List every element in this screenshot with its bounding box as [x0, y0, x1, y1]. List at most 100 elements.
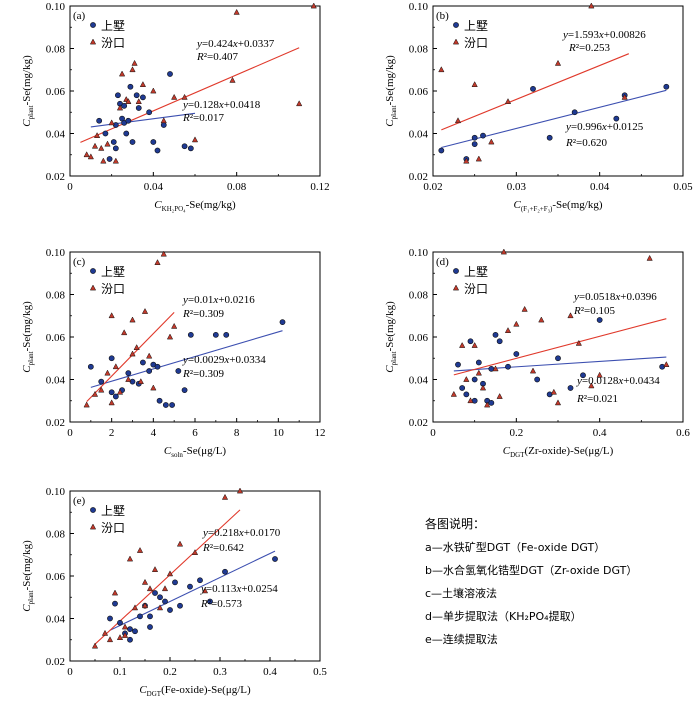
data-point-series2: [111, 589, 119, 596]
y-tick-label: 0.10: [409, 1, 429, 13]
data-point-series1: [112, 145, 119, 152]
fit-equation-series2: y=0.0518x+0.0396: [573, 291, 657, 303]
data-point-series2: [141, 602, 149, 609]
panel-label: (d): [436, 256, 449, 268]
fit-line-series1: [441, 89, 667, 149]
data-point-series2: [450, 390, 457, 397]
data-point-series1: [107, 615, 113, 622]
legend-label: 上墅: [101, 504, 125, 518]
data-point-series1: [162, 598, 168, 605]
legend-label: 上墅: [101, 265, 125, 279]
y-tick-label: 0.08: [409, 290, 429, 302]
fit-r2-series2: R²=0.407: [196, 51, 238, 63]
data-point-series1: [567, 385, 574, 391]
x-axis-label: C(F₁+F₂+F₃)-Se(mg/kg): [513, 199, 602, 213]
data-point-series2: [471, 341, 478, 348]
fit-line-series2: [441, 53, 630, 131]
data-point-series2: [116, 104, 124, 111]
data-point-series2: [160, 250, 167, 257]
fit-r2-series1: R²=0.017: [182, 112, 224, 124]
data-point-series2: [131, 59, 138, 66]
data-point-series1: [127, 626, 133, 633]
y-tick-label: 0.10: [409, 247, 429, 259]
data-point-series1: [146, 368, 153, 374]
data-point-series1: [438, 147, 445, 154]
y-tick-label: 0.04: [46, 375, 66, 387]
data-point-series1: [505, 363, 511, 370]
data-point-series1: [98, 378, 105, 385]
data-point-series1: [108, 355, 115, 362]
note-line-a: a—水铁矿型DGT（Fe-oxide DGT）: [425, 541, 606, 554]
figure-notes: 各图说明： a—水铁矿型DGT（Fe-oxide DGT） b—水合氢氧化锆型D…: [425, 513, 637, 651]
data-point-series2: [475, 155, 482, 162]
fit-r2-series1: R²=0.021: [576, 393, 618, 405]
legend-label: 汾口: [464, 36, 488, 50]
data-point-series2: [126, 555, 134, 562]
x-tick-label: 0.6: [676, 427, 690, 439]
legend-label: 汾口: [101, 36, 125, 50]
data-point-series2: [151, 566, 159, 572]
x-tick-label: 0.12: [310, 181, 329, 193]
data-point-series2: [106, 636, 114, 643]
data-point-series1: [555, 355, 561, 362]
y-tick-label: 0.02: [46, 417, 65, 429]
panel-label: (b): [436, 10, 449, 22]
data-point-series2: [141, 307, 149, 314]
fit-equation-series2: y=0.424x+0.0337: [196, 38, 275, 50]
legend-marker-circle: [90, 22, 96, 28]
panel-label: (a): [73, 10, 86, 22]
data-point-series2: [100, 157, 107, 164]
data-point-series2: [229, 76, 236, 83]
data-point-series1: [172, 579, 178, 586]
data-point-series1: [133, 92, 140, 99]
data-point-series2: [146, 352, 153, 359]
data-point-series2: [133, 344, 140, 350]
legend-label: 上墅: [464, 265, 488, 279]
data-point-series1: [187, 145, 194, 152]
data-point-series2: [454, 117, 462, 124]
data-point-series2: [221, 493, 229, 500]
data-point-series2: [663, 361, 670, 367]
data-point-series2: [131, 604, 139, 611]
fit-r2-series2: R²=0.309: [182, 308, 224, 320]
data-point-series1: [613, 115, 620, 122]
data-point-series1: [279, 319, 286, 326]
panel-label: (c): [73, 256, 86, 268]
legend-label: 上墅: [464, 19, 488, 33]
data-point-series1: [96, 117, 103, 124]
data-point-series2: [129, 66, 136, 73]
data-point-series1: [167, 71, 173, 77]
data-point-series1: [488, 399, 495, 406]
data-point-series2: [116, 388, 124, 395]
data-point-series1: [571, 109, 578, 116]
data-point-series2: [171, 322, 178, 329]
legend-marker-triangle: [89, 284, 97, 291]
data-point-series2: [121, 329, 128, 336]
chart-panel-c: 0 2 4 6 8 10 12 0.02 0.04 0.06 0.08 0.10 Csoln-Se(μg…: [21, 247, 326, 459]
note-line-d: d—单步提取法（KH₂PO₄提取）: [425, 610, 582, 623]
x-tick-label: 0.5: [313, 666, 327, 678]
x-tick-label: 0.02: [423, 181, 442, 193]
data-point-series1: [117, 619, 123, 626]
data-point-series1: [108, 389, 115, 396]
data-point-series2: [129, 350, 136, 357]
data-point-series1: [513, 351, 520, 357]
panel-label: (e): [73, 495, 86, 507]
y-tick-label: 0.10: [46, 486, 66, 498]
data-point-series2: [135, 98, 142, 104]
x-tick-label: 0: [67, 181, 73, 193]
data-point-series2: [137, 378, 144, 384]
data-point-series2: [112, 363, 119, 370]
data-point-series1: [115, 92, 121, 99]
data-point-series2: [91, 390, 99, 397]
data-point-series1: [177, 602, 183, 609]
data-point-series1: [197, 577, 203, 584]
data-point-series1: [150, 139, 157, 145]
fit-r2-series1: R²=0.573: [200, 598, 242, 610]
y-tick-label: 0.08: [46, 290, 66, 302]
data-point-series2: [554, 59, 562, 66]
legend-marker-circle: [453, 22, 459, 28]
data-point-series2: [621, 93, 628, 100]
